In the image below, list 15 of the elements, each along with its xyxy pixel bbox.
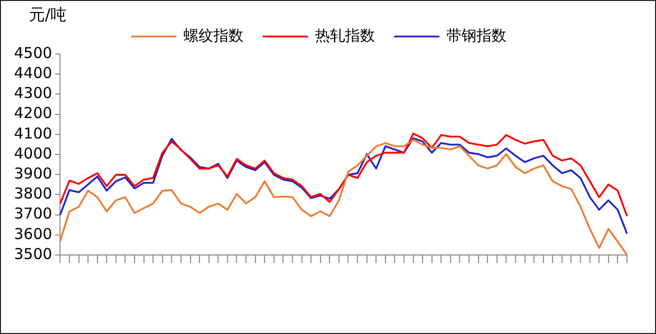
- y-tick-label: 4000: [14, 144, 52, 162]
- legend-label: 热轧指数: [314, 26, 375, 44]
- y-axis-title: 元/吨: [29, 5, 66, 26]
- y-tick-label: 4400: [14, 64, 52, 82]
- legend-label: 螺纹指数: [183, 26, 244, 44]
- y-tick-label: 3500: [14, 244, 52, 263]
- y-tick-label: 4300: [14, 84, 52, 102]
- y-tick-label: 3800: [14, 184, 52, 203]
- y-tick-label: 3900: [14, 164, 52, 182]
- y-tick-label: 4500: [14, 44, 52, 62]
- y-tick-label: 4100: [14, 124, 52, 142]
- y-tick-label: 4200: [14, 104, 52, 122]
- y-tick-label: 3700: [14, 204, 52, 223]
- y-tick-label: 3600: [14, 224, 52, 243]
- legend-label: 带钢指数: [446, 26, 506, 44]
